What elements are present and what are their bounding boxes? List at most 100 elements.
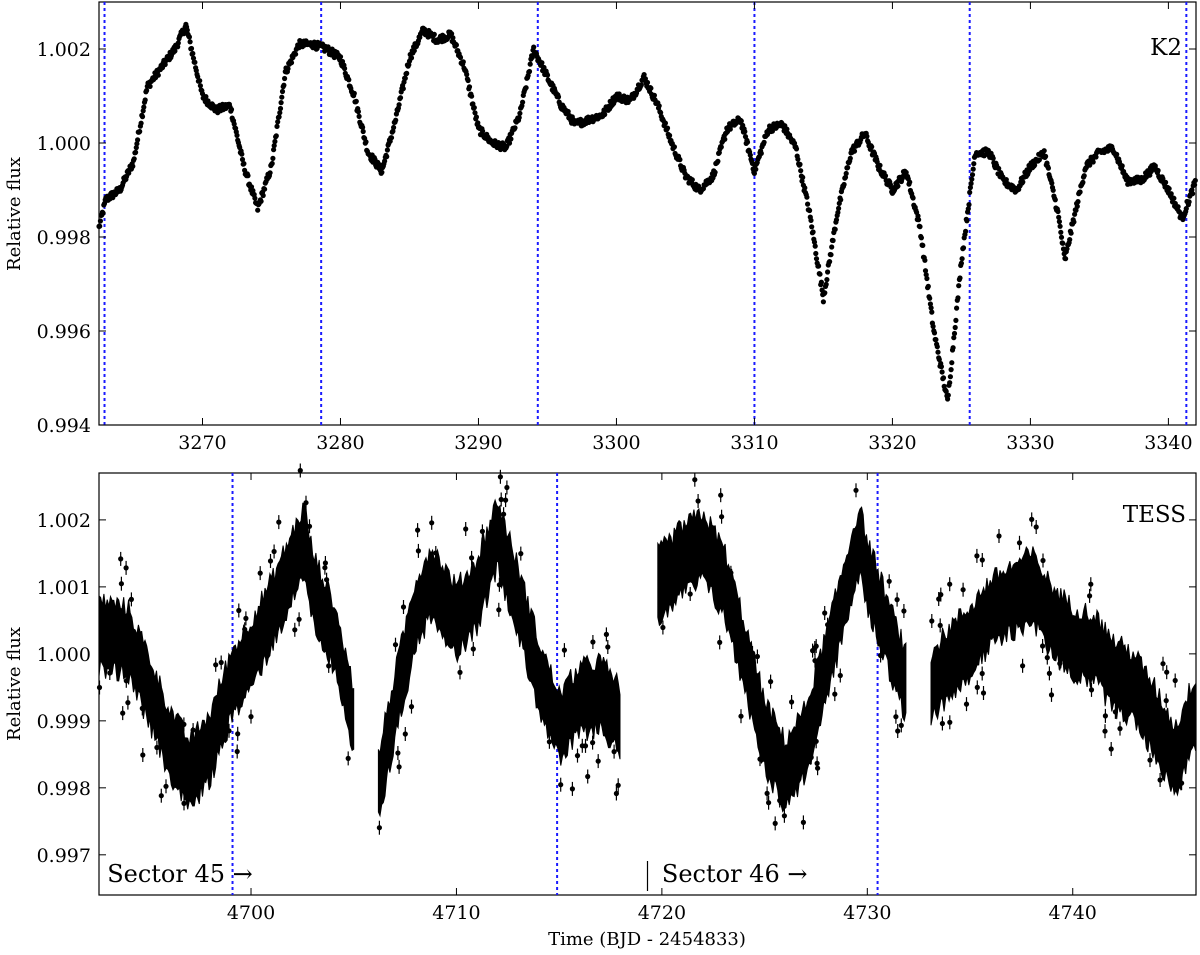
tess-segment-4 — [930, 546, 1197, 797]
k2-data-point — [677, 157, 683, 163]
tess-y-axis-label: Relative flux — [4, 627, 25, 741]
k2-data-point — [823, 281, 829, 287]
tess-outlier-point — [939, 720, 946, 727]
k2-data-point — [836, 205, 842, 211]
k2-data-point — [197, 83, 203, 89]
k2-data-point — [147, 83, 153, 89]
k2-data-point — [228, 106, 235, 113]
tess-outlier-point — [496, 607, 502, 613]
k2-data-point — [281, 82, 287, 88]
k2-data-point — [747, 152, 753, 158]
tess-outlier-point — [163, 783, 169, 789]
k2-data-point — [184, 27, 190, 33]
sector-46-label: Sector 46 → — [662, 860, 808, 888]
k2-data-point — [1168, 191, 1174, 197]
k2-data-point — [471, 105, 477, 111]
k2-data-point — [133, 145, 139, 151]
k2-data-point — [642, 76, 649, 82]
k2-data-point — [929, 309, 935, 315]
tess-reference-lines — [231, 473, 879, 895]
k2-data-point — [1090, 159, 1096, 165]
tess-outlier-point — [590, 740, 596, 746]
tess-outlier-point — [800, 819, 807, 826]
k2-data-point — [190, 55, 197, 61]
k2-data-point — [658, 110, 664, 116]
y-tick-label: 1.001 — [37, 577, 91, 599]
k2-data-point — [1032, 162, 1038, 168]
x-tick-label: 3270 — [178, 432, 226, 454]
k2-data-point — [1175, 204, 1181, 210]
tess-outlier-point — [960, 587, 966, 593]
k2-data-point — [805, 201, 811, 207]
tess-outlier-point — [728, 570, 734, 576]
k2-data-point — [276, 114, 282, 120]
k2-data-point — [195, 74, 201, 80]
k2-data-point — [1192, 182, 1198, 188]
y-tick-label: 0.997 — [37, 845, 91, 867]
k2-data-point — [393, 117, 399, 123]
sector-45-label: Sector 45 → — [107, 860, 253, 888]
k2-data-point — [838, 197, 844, 203]
tess-outlier-point — [894, 597, 900, 603]
k2-data-point — [1067, 237, 1073, 243]
k2-data-point — [810, 229, 816, 235]
k2-data-point — [671, 144, 678, 150]
tess-outlier-point — [781, 813, 788, 819]
tess-outlier-point — [546, 739, 553, 745]
k2-data-point — [472, 110, 478, 116]
k2-data-point — [951, 335, 957, 341]
tess-outlier-point — [812, 645, 818, 651]
k2-data-point — [400, 86, 406, 92]
k2-data-point — [928, 305, 934, 311]
tess-outlier-point — [808, 754, 814, 761]
k2-data-point — [379, 169, 385, 175]
k2-data-point — [742, 129, 748, 135]
k2-data-point — [644, 79, 651, 86]
k2-data-point — [520, 99, 526, 105]
tess-outlier-point — [190, 727, 196, 733]
k2-data-point — [907, 179, 913, 185]
tess-outlier-point — [979, 557, 985, 563]
k2-data-point — [943, 388, 949, 394]
tess-outlier-point — [901, 608, 907, 614]
k2-data-point — [851, 148, 858, 154]
k2-data-point — [469, 93, 475, 99]
k2-data-point — [793, 146, 800, 152]
k2-data-point — [1056, 214, 1062, 220]
k2-data-point — [1077, 189, 1083, 195]
k2-data-point — [874, 159, 880, 165]
tess-outlier-point — [107, 670, 113, 676]
k2-data-point — [1186, 199, 1192, 205]
k2-data-point — [250, 188, 256, 194]
k2-data-point — [933, 337, 939, 343]
k2-data-point — [337, 54, 344, 60]
k2-data-point — [450, 35, 456, 41]
k2-data-point — [800, 174, 806, 180]
k2-data-point — [953, 317, 959, 323]
tess-segment-3 — [657, 506, 907, 813]
k2-data-point — [527, 61, 533, 67]
y-tick-label: 0.999 — [37, 711, 91, 733]
k2-data-point — [925, 283, 931, 289]
tess-outlier-point — [1057, 660, 1063, 667]
k2-data-point — [958, 260, 965, 266]
k2-data-point — [949, 360, 955, 366]
k2-data-point — [967, 189, 973, 195]
tess-outlier-point — [158, 793, 164, 799]
tess-outlier-point — [1020, 663, 1026, 669]
tess-outlier-point — [518, 551, 524, 557]
tess-x-ticks: 4700 4710 4720 4730 4740 — [227, 473, 1097, 924]
k2-data-point — [818, 279, 825, 285]
k2-data-point — [738, 118, 744, 124]
k2-data-point — [712, 169, 718, 175]
k2-data-point — [273, 133, 279, 139]
tess-outlier-point — [692, 477, 698, 483]
tess-outlier-point — [226, 728, 232, 734]
tess-outlier-point — [687, 591, 693, 597]
k2-data-point — [965, 206, 971, 212]
tess-outlier-point — [276, 519, 282, 525]
tess-outlier-point — [569, 786, 576, 792]
k2-data-point — [197, 78, 203, 84]
tess-outlier-point — [1163, 698, 1169, 704]
k2-data-point — [241, 161, 247, 167]
